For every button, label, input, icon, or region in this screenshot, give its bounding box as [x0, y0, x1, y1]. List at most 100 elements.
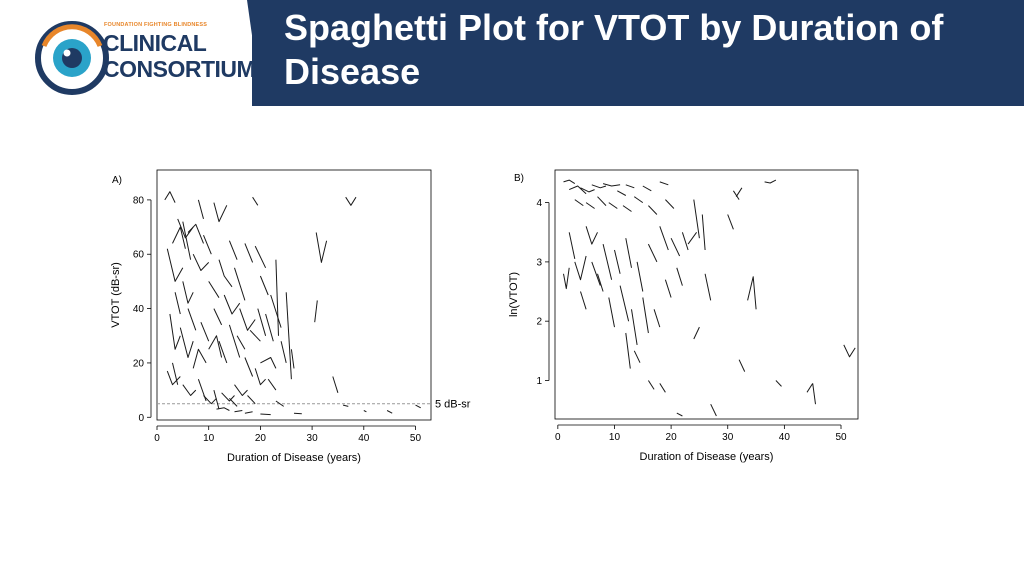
x-tick-label-b: 0 — [555, 432, 561, 443]
trajectory-line-b — [710, 403, 717, 417]
trajectory-line-a — [290, 349, 295, 369]
trajectory-line-b — [633, 350, 641, 363]
trajectory-line-a — [285, 292, 292, 380]
trajectory-line-a — [236, 335, 246, 350]
trajectory-line-a — [234, 384, 248, 396]
y-tick-label-b: 4 — [536, 198, 542, 209]
x-tick-label-b: 30 — [722, 432, 734, 443]
trajectory-line-a — [223, 294, 241, 315]
trajectory-line-a — [363, 410, 367, 413]
trajectory-line-b — [591, 184, 607, 189]
trajectory-line-a — [182, 384, 197, 396]
trajectory-line-a — [203, 395, 217, 405]
trajectory-line-a — [203, 235, 212, 255]
trajectory-line-b — [701, 214, 706, 251]
trajectory-line-b — [687, 232, 698, 245]
trajectory-line-b — [563, 179, 576, 185]
x-tick-label-b: 20 — [666, 432, 678, 443]
trajectory-line-a — [239, 308, 256, 331]
trajectory-line-a — [166, 248, 184, 282]
trajectory-line-a — [332, 376, 339, 393]
trajectory-line-a — [208, 281, 220, 298]
trajectory-line-a — [179, 327, 194, 358]
trajectory-line-b — [664, 279, 672, 298]
trajectory-line-b — [843, 344, 856, 358]
logo-area: FOUNDATION FIGHTING BLINDNESS CLINICAL C… — [0, 0, 256, 106]
trajectory-line-a — [208, 335, 223, 358]
series-b — [563, 179, 856, 417]
trajectory-line-a — [244, 411, 253, 414]
plot-frame-b — [554, 169, 859, 420]
trajectory-line-a — [213, 202, 228, 223]
trajectory-line-b — [806, 383, 814, 393]
x-tick-label-a: 0 — [154, 433, 160, 444]
chart-panel-a: A) 0 10 20 30 40 50 0 20 40 60 80 Duration of Dise… — [110, 169, 471, 464]
y-axis-label-a: VTOT (dB-sr) — [110, 262, 122, 328]
panel-label-b: B) — [514, 173, 524, 184]
x-tick-label-a: 40 — [358, 433, 370, 444]
trajectory-line-a — [213, 389, 220, 410]
trajectory-line-b — [647, 380, 655, 390]
trajectory-line-b — [574, 255, 587, 281]
trajectory-line-b — [617, 190, 627, 196]
trajectory-line-a — [213, 308, 223, 326]
x-tick-label-a: 50 — [410, 433, 422, 444]
trajectory-line-a — [218, 341, 228, 364]
trajectory-line-b — [732, 190, 740, 200]
y-tick-label-b: 2 — [536, 317, 542, 328]
trajectory-line-a — [172, 226, 186, 249]
trajectory-line-b — [580, 291, 587, 310]
trajectory-line-b — [764, 179, 777, 184]
trajectory-line-b — [704, 273, 712, 301]
trajectory-line-a — [228, 240, 238, 260]
trajectory-line-b — [659, 181, 669, 186]
trajectory-line-b — [693, 199, 700, 239]
panel-label-a: A) — [112, 175, 122, 186]
trajectory-line-b — [775, 380, 782, 387]
trajectory-line-a — [221, 392, 235, 402]
trajectory-line-a — [234, 410, 243, 413]
trajectory-line-b — [634, 196, 644, 204]
trajectory-line-b — [614, 249, 621, 274]
trajectory-line-b — [608, 202, 618, 209]
trajectory-line-b — [735, 187, 743, 197]
trajectory-line-a — [270, 294, 282, 328]
trajectory-line-a — [259, 275, 269, 296]
trajectory-line-a — [228, 324, 241, 358]
trajectory-line-a — [342, 404, 349, 407]
trajectory-line-a — [244, 357, 254, 377]
trajectory-line-b — [569, 185, 587, 195]
trajectory-line-a — [164, 191, 176, 203]
x-tick-label-b: 40 — [779, 432, 791, 443]
x-tick-label-a: 20 — [255, 433, 267, 444]
trajectory-line-b — [747, 276, 757, 310]
trajectory-line-a — [260, 357, 277, 369]
trajectory-line-a — [280, 341, 287, 364]
trajectory-line-a — [275, 400, 284, 407]
axes-a: 0 10 20 30 40 50 0 20 40 60 80 — [133, 195, 431, 444]
trajectory-line-b — [625, 332, 631, 369]
x-axis-label-a: Duration of Disease (years) — [227, 452, 361, 464]
eye-logo-icon — [35, 21, 109, 95]
trajectory-line-a — [252, 196, 259, 206]
trajectory-line-b — [597, 273, 604, 292]
trajectory-line-b — [659, 226, 669, 251]
trajectory-line-b — [738, 359, 746, 372]
trajectory-line-a — [244, 243, 254, 263]
trajectory-line-b — [648, 205, 658, 215]
trajectory-line-a — [187, 223, 204, 244]
trajectory-line-a — [177, 218, 194, 239]
trajectory-line-b — [585, 226, 598, 245]
trajectory-line-b — [568, 232, 576, 260]
trajectory-line-b — [642, 185, 652, 192]
chart-panel-b: B) 0 10 20 30 40 50 1 2 3 4 Duration of Disease (… — [508, 169, 859, 463]
trajectory-line-a — [229, 397, 238, 407]
trajectory-line-b — [622, 205, 632, 212]
trajectory-line-b — [727, 214, 734, 230]
trajectory-line-b — [659, 383, 666, 393]
trajectory-line-a — [172, 362, 179, 385]
trajectory-line-b — [631, 309, 638, 345]
y-tick-label-a: 60 — [133, 250, 145, 261]
trajectory-line-a — [166, 370, 181, 386]
trajectory-line-b — [597, 196, 607, 206]
